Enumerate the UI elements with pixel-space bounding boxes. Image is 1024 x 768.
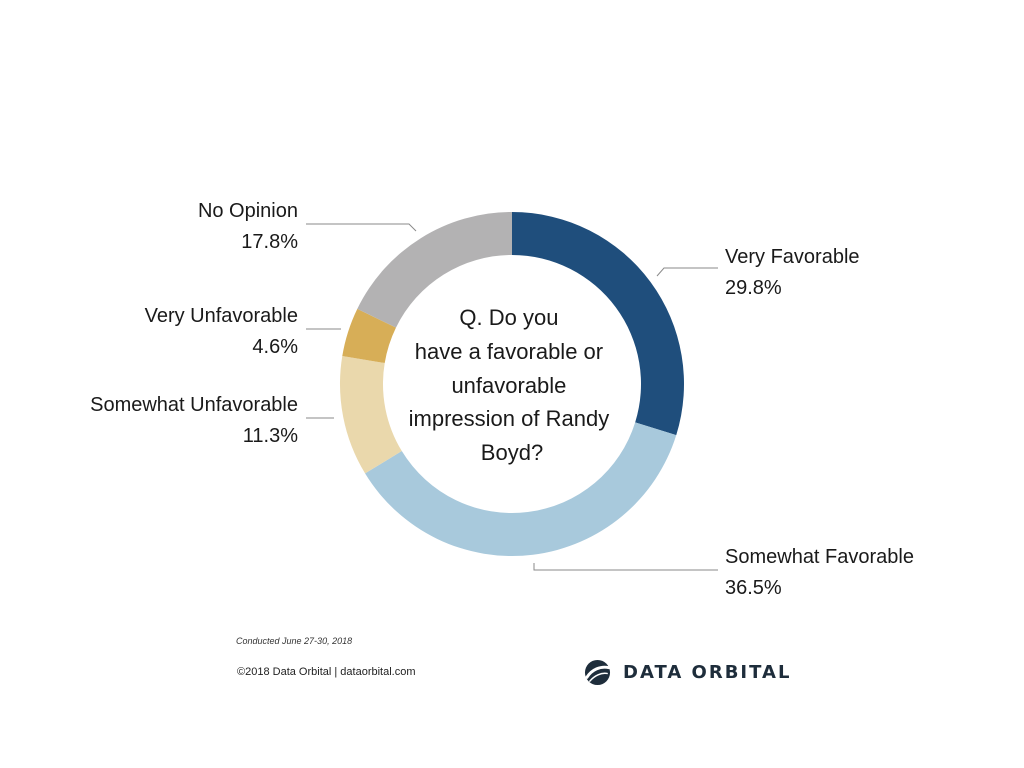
slice-label-somewhat-unfavorable: Somewhat Unfavorable [90, 394, 298, 416]
chart-question-title: Q. Do you have a favorable or unfavorabl… [409, 305, 616, 465]
title-line: Q. Do you [459, 305, 558, 330]
leader-line-very-favorable [656, 267, 718, 277]
slice-label-very-unfavorable: Very Unfavorable [145, 305, 298, 327]
slice-very-unfavorable [342, 308, 396, 364]
slice-somewhat-unfavorable [340, 356, 402, 474]
orbit-logo-icon [584, 659, 611, 685]
slice-value-somewhat-unfavorable: 11.3% [243, 425, 298, 447]
logo-wordmark: DATA ORBITAL [623, 661, 792, 683]
data-orbital-logo: DATA ORBITAL [584, 658, 791, 686]
leader-line-somewhat-favorable [533, 563, 718, 571]
copyright-text: ©2018 Data Orbital | dataorbital.com [237, 666, 416, 678]
leader-line-no-opinion [306, 223, 417, 232]
slice-very-favorable [512, 212, 684, 436]
title-line: unfavorable [451, 373, 566, 398]
slice-label-very-favorable: Very Favorable [725, 246, 860, 268]
title-line: have a favorable or [415, 339, 603, 364]
slice-value-no-opinion: 17.8% [241, 231, 298, 253]
slice-value-somewhat-favorable: 36.5% [725, 577, 782, 599]
slice-value-very-favorable: 29.8% [725, 277, 782, 299]
donut-slices [340, 212, 684, 556]
slice-label-no-opinion: No Opinion [198, 200, 298, 222]
slice-value-very-unfavorable: 4.6% [252, 336, 298, 358]
slice-label-somewhat-favorable: Somewhat Favorable [725, 546, 914, 568]
title-line: impression of Randy [409, 406, 610, 431]
slice-labels: Very Favorable 29.8% Somewhat Favorable 36.… [90, 200, 914, 599]
slice-no-opinion [357, 212, 512, 328]
survey-date-note: Conducted June 27-30, 2018 [236, 636, 353, 646]
leader-lines [306, 223, 718, 571]
slice-somewhat-favorable [365, 422, 677, 556]
title-line: Boyd? [481, 440, 543, 465]
